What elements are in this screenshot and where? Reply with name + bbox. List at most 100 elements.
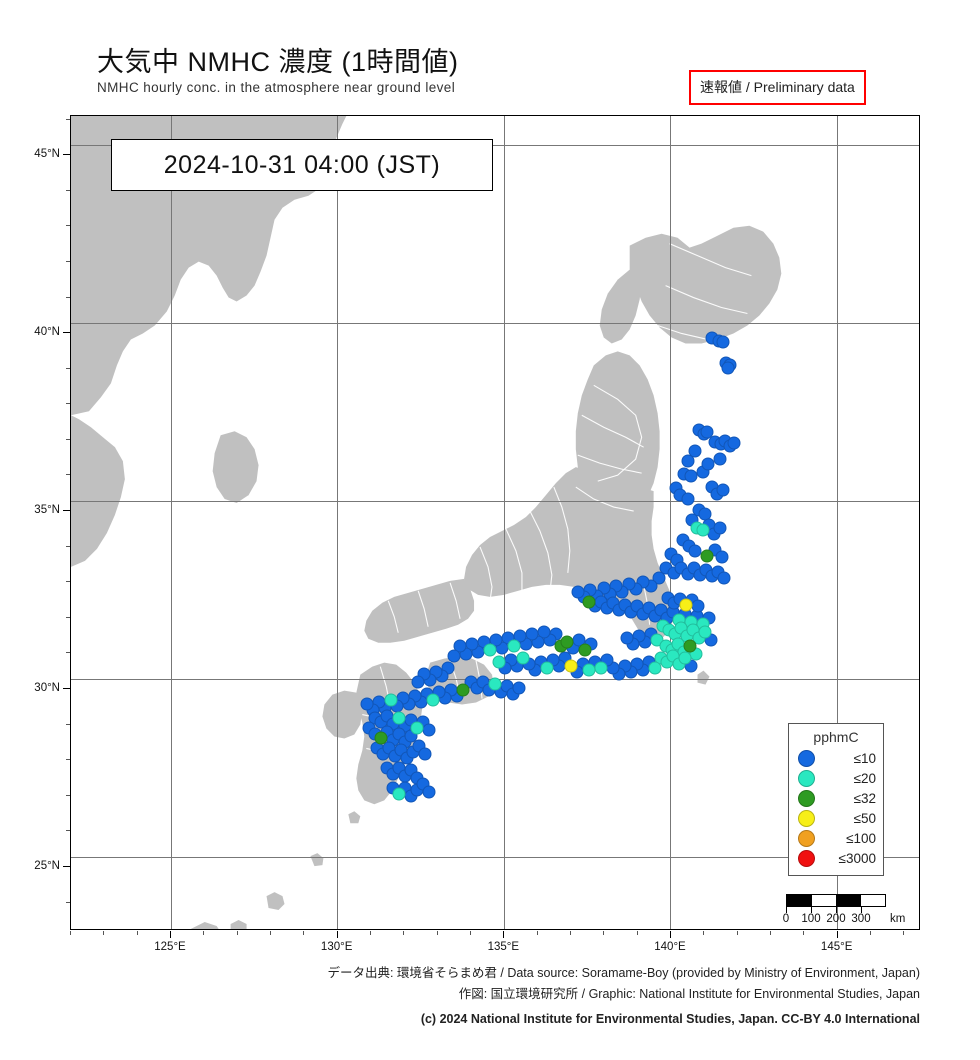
y-minor-tick	[66, 474, 70, 476]
legend-item-1[interactable]: ≤20	[789, 768, 883, 788]
station-dot[interactable]	[648, 661, 662, 675]
timestamp-box: 2024-10-31 04:00 (JST)	[111, 139, 493, 191]
gridline-latitude-25	[71, 857, 919, 858]
station-dot[interactable]	[679, 598, 693, 612]
station-dot[interactable]	[411, 675, 425, 689]
legend-item-label: ≤32	[853, 790, 876, 806]
scale-unit-label: km	[890, 913, 906, 925]
scale-label-300: 300	[851, 913, 871, 925]
station-dot[interactable]	[392, 787, 406, 801]
station-dot[interactable]	[696, 523, 710, 537]
station-dot[interactable]	[571, 585, 585, 599]
station-dot[interactable]	[691, 599, 705, 613]
station-dot[interactable]	[594, 661, 608, 675]
y-tick-40	[63, 332, 70, 334]
y-minor-tick	[66, 616, 70, 618]
station-dot[interactable]	[727, 436, 741, 450]
station-dot[interactable]	[701, 457, 715, 471]
footer-data-source: データ出典: 環境省そらまめ君 / Data source: Soramame-…	[327, 966, 920, 980]
legend-swatch-icon	[798, 749, 815, 767]
legend-item-3[interactable]: ≤50	[789, 808, 883, 828]
y-minor-tick	[66, 296, 70, 298]
x-minor-tick	[136, 931, 138, 935]
station-dot[interactable]	[422, 785, 436, 799]
legend-item-label: ≤100	[846, 830, 876, 846]
scale-tick-200	[836, 907, 837, 913]
station-dot[interactable]	[620, 631, 634, 645]
legend-item-0[interactable]: ≤10	[789, 748, 883, 768]
station-dot[interactable]	[410, 721, 424, 735]
legend-item-label: ≤20	[853, 770, 876, 786]
station-dot[interactable]	[456, 683, 470, 697]
gridline-longitude-145	[837, 116, 838, 929]
gridline-longitude-135	[504, 116, 505, 929]
y-tick-label-40: 40°N	[34, 326, 60, 339]
station-dot[interactable]	[540, 661, 554, 675]
legend-item-5[interactable]: ≤3000	[789, 848, 883, 868]
station-dot[interactable]	[360, 697, 374, 711]
station-dot[interactable]	[582, 595, 596, 609]
station-dot[interactable]	[700, 549, 714, 563]
x-minor-tick	[636, 931, 638, 935]
station-dot[interactable]	[688, 444, 702, 458]
y-minor-tick	[66, 438, 70, 440]
station-dot[interactable]	[721, 361, 735, 375]
station-dot[interactable]	[374, 731, 388, 745]
station-dot[interactable]	[384, 693, 398, 707]
station-dot[interactable]	[488, 677, 502, 691]
station-dot[interactable]	[713, 521, 727, 535]
station-dot[interactable]	[582, 663, 596, 677]
x-tick-140	[670, 931, 671, 938]
station-dot[interactable]	[392, 711, 406, 725]
legend-panel: pphmC ≤10 ≤20 ≤32 ≤50 ≤100 ≤3000	[788, 723, 884, 876]
station-dot[interactable]	[683, 639, 697, 653]
station-dot[interactable]	[512, 681, 526, 695]
footer-copyright: (c) 2024 National Institute for Environm…	[420, 1012, 920, 1026]
station-dot[interactable]	[700, 425, 714, 439]
station-dot[interactable]	[564, 659, 578, 673]
y-minor-tick	[66, 723, 70, 725]
station-dot[interactable]	[492, 655, 506, 669]
y-minor-tick	[66, 830, 70, 832]
station-dot[interactable]	[507, 639, 521, 653]
legend-swatch-icon	[798, 769, 815, 787]
station-dot[interactable]	[716, 483, 730, 497]
y-minor-tick	[66, 794, 70, 796]
station-dot[interactable]	[453, 639, 467, 653]
x-tick-125	[170, 931, 171, 938]
legend-item-label: ≤50	[853, 810, 876, 826]
station-dot[interactable]	[426, 693, 440, 707]
axis-layer: 125°E 130°E 135°E 140°E 145°E 45°N 40°N 35°N 30…	[34, 115, 920, 953]
x-minor-tick	[603, 931, 605, 935]
station-dot[interactable]	[578, 643, 592, 657]
map-plot-area[interactable]: 2024-10-31 04:00 (JST) pphmC ≤10 ≤20 ≤32 ≤5…	[70, 115, 920, 930]
y-minor-tick	[66, 759, 70, 761]
x-minor-tick	[370, 931, 371, 935]
station-dot[interactable]	[716, 335, 730, 349]
station-dot[interactable]	[447, 649, 461, 663]
gridline-latitude-45	[71, 145, 919, 146]
scale-seg-1	[787, 895, 812, 906]
x-minor-tick	[470, 931, 471, 935]
station-dot[interactable]	[516, 651, 530, 665]
y-tick-label-45: 45°N	[34, 148, 60, 161]
station-dot[interactable]	[418, 747, 432, 761]
x-tick-label-125: 125°E	[154, 941, 186, 953]
station-dot[interactable]	[717, 571, 731, 585]
station-dot[interactable]	[681, 492, 695, 506]
legend-swatch-icon	[798, 809, 815, 827]
station-dot[interactable]	[698, 625, 712, 639]
station-dot[interactable]	[483, 643, 497, 657]
station-dot[interactable]	[713, 452, 727, 466]
scale-bar-labels: 0 100 200 300 km	[783, 913, 906, 927]
x-tick-130	[336, 931, 338, 938]
legend-item-2[interactable]: ≤32	[789, 788, 883, 808]
scale-tick-0	[786, 907, 787, 913]
station-dot[interactable]	[560, 635, 574, 649]
station-dot[interactable]	[715, 550, 729, 564]
station-dot[interactable]	[422, 723, 436, 737]
station-dot[interactable]	[681, 454, 695, 468]
legend-item-4[interactable]: ≤100	[789, 828, 883, 848]
station-dot[interactable]	[678, 651, 692, 665]
y-tick-45	[63, 154, 70, 156]
